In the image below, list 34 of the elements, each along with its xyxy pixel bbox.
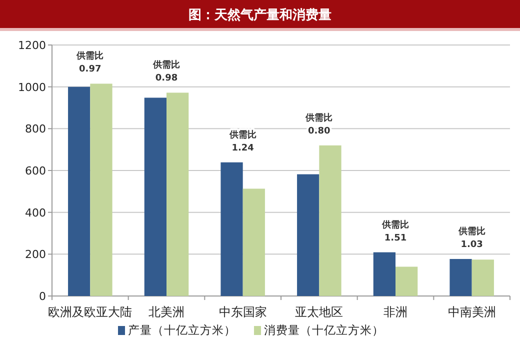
bar: [220, 162, 243, 296]
bar: [396, 266, 418, 296]
annotation: 供需比 1.03: [457, 226, 486, 250]
annotation: 供需比 0.98: [152, 60, 180, 84]
y-tick-label: 800: [25, 122, 46, 136]
x-tick-label: 中东国家: [218, 305, 267, 319]
legend-label: 消费量（十亿立方米）: [264, 323, 384, 337]
bar: [319, 145, 342, 296]
y-tick-label: 200: [25, 248, 46, 262]
legend-label: 产量（十亿立方米）: [128, 323, 236, 337]
y-tick-label: 1200: [18, 39, 46, 52]
bar: [144, 98, 166, 296]
chart-title: 图：天然气产量和消费量: [188, 7, 332, 23]
annotation: 供需比 1.51: [381, 219, 409, 244]
bar: [90, 84, 112, 296]
annotation: 供需比 0.80: [304, 112, 333, 136]
x-tick-label: 亚太地区: [295, 305, 344, 319]
x-tick-label: 中南美洲: [448, 305, 496, 319]
y-tick-label: 400: [25, 206, 46, 220]
bar: [450, 258, 472, 296]
x-tick-label: 非洲: [384, 305, 408, 319]
bar: [242, 188, 265, 296]
y-tick-label: 600: [25, 164, 46, 178]
bar: [68, 86, 90, 296]
x-tick-label: 欧洲及欧亚大陆: [48, 305, 132, 319]
bar: [166, 92, 189, 296]
y-tick-label: 0: [39, 290, 46, 303]
y-tick-label: 1000: [18, 80, 46, 94]
annotation: 供需比 1.24: [228, 129, 256, 154]
bar: [472, 260, 494, 296]
x-tick-label: 北美洲: [148, 305, 184, 319]
bar: [297, 174, 320, 296]
annotation: 供需比 0.97: [76, 50, 104, 75]
bar: [373, 252, 396, 296]
